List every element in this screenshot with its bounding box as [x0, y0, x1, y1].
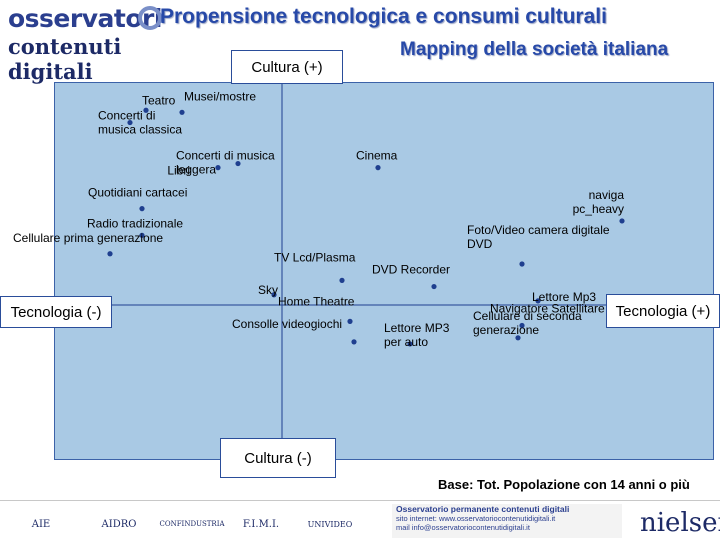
- axis-label-left: Tecnologia (-): [0, 296, 112, 328]
- point-label: Teatro: [142, 93, 176, 107]
- data-point: Radio tradizionale: [87, 216, 183, 238]
- point-marker: [431, 283, 437, 290]
- data-point: Navigatore Satellitare: [490, 302, 605, 329]
- data-point: TV Lcd/Plasma: [274, 250, 356, 283]
- point-label: naviga pc_heavy: [573, 188, 625, 216]
- data-point: Lettore Mp3: [532, 290, 596, 304]
- point-marker: [215, 165, 221, 171]
- point-label: Libri: [167, 164, 190, 178]
- sponsor-logo-aidro: AIDRO: [101, 518, 137, 530]
- scatter-points: Teatro Concerti di musica classicaMusei/mo…: [13, 89, 625, 349]
- data-point: Sky: [258, 283, 278, 298]
- point-label: Navigatore Satellitare: [490, 302, 605, 316]
- page-title: Propensione tecnologica e consumi cultur…: [160, 5, 607, 28]
- observatory-name: Osservatorio permanente contenuti digita…: [396, 504, 570, 514]
- page-subtitle: Mapping della società italiana: [400, 39, 669, 60]
- data-point: Concerti di musica classica: [98, 109, 182, 137]
- point-label: Sky: [258, 283, 278, 297]
- point-marker: [235, 160, 241, 167]
- point-marker: [127, 119, 133, 126]
- observatory-site: sito internet: www.osservatoriocontenuti…: [396, 514, 556, 523]
- sponsor-logo-confindustria: CONFINDUSTRIA: [159, 520, 225, 528]
- data-point: Libri: [167, 164, 221, 178]
- point-marker: [375, 165, 381, 171]
- point-label: Lettore MP3 per auto: [384, 321, 450, 349]
- logo-line1: osservatori: [8, 4, 162, 33]
- base-note: Base: Tot. Popolazione con 14 anni o più: [438, 477, 690, 492]
- axis-lines: [54, 82, 714, 460]
- point-marker: [143, 107, 149, 113]
- axis-label-top: Cultura (+): [231, 50, 343, 84]
- data-point: Foto/Video camera digitale DVD: [467, 223, 610, 267]
- point-marker: [271, 292, 277, 298]
- sponsor-logo-aie: AIE: [31, 518, 51, 530]
- point-marker: [139, 232, 145, 238]
- point-label: Lettore Mp3: [532, 290, 596, 304]
- point-label: Cellulare di seconda generazione: [473, 309, 582, 337]
- sponsor-logo-univideo: UNIVIDEO: [307, 519, 353, 529]
- nielsen-logo: nielsen: [640, 508, 720, 538]
- point-marker: [107, 251, 113, 257]
- point-marker: [535, 298, 541, 304]
- axis-label-bottom: Cultura (-): [220, 438, 336, 478]
- point-label: Concerti di musica classica: [98, 109, 182, 137]
- data-point: Home Theatre: [278, 294, 355, 324]
- point-label: Foto/Video camera digitale DVD: [467, 223, 610, 251]
- data-point: Concerti di musica leggera: [176, 149, 275, 177]
- observatory-mail: mail info@osservatoriocontenutidigitali.…: [396, 523, 530, 532]
- axis-label-right: Tecnologia (+): [606, 294, 720, 328]
- data-point: naviga pc_heavy: [573, 188, 625, 224]
- data-point: Cellulare prima generazione: [13, 231, 163, 257]
- logo-ring-icon: [138, 6, 162, 30]
- point-marker: [519, 261, 525, 267]
- point-marker: [407, 341, 413, 347]
- data-point: Quotidiani cartacei: [88, 186, 187, 212]
- data-point: Cellulare di seconda generazione: [473, 309, 582, 341]
- point-label: Radio tradizionale: [87, 216, 183, 230]
- data-point: Lettore MP3 per auto: [384, 321, 450, 349]
- point-label: Cinema: [356, 149, 398, 163]
- point-label: Home Theatre: [278, 294, 355, 308]
- data-point: Musei/mostre: [179, 89, 256, 115]
- point-marker: [139, 206, 145, 212]
- osservatori-logo: osservatori contenuti digitali: [6, 4, 162, 84]
- point-marker: [179, 109, 185, 115]
- logo-line2: contenuti digitali: [8, 34, 122, 84]
- footer-divider: [0, 500, 720, 501]
- data-point: Cinema: [356, 149, 398, 171]
- point-marker: [515, 335, 521, 341]
- point-label: DVD Recorder: [372, 263, 450, 277]
- point-label: TV Lcd/Plasma: [274, 250, 356, 264]
- point-label: Concerti di musica leggera: [176, 149, 275, 177]
- observatory-footer: Osservatorio permanente contenuti digita…: [392, 504, 622, 538]
- sponsor-logo-fimi: F.I.M.I.: [242, 518, 280, 530]
- point-marker: [339, 277, 345, 283]
- point-label: Consolle videogiochi: [232, 317, 342, 331]
- point-label: Musei/mostre: [184, 89, 256, 103]
- point-marker: [519, 322, 525, 329]
- point-marker: [619, 218, 625, 224]
- point-label: Quotidiani cartacei: [88, 186, 187, 200]
- point-marker: [347, 318, 353, 324]
- point-marker: [351, 339, 357, 345]
- data-point: DVD Recorder: [372, 263, 450, 290]
- data-point: Consolle videogiochi: [232, 317, 357, 345]
- plot-area: [54, 82, 714, 460]
- data-point: Teatro: [142, 93, 176, 113]
- point-label: Cellulare prima generazione: [13, 231, 163, 245]
